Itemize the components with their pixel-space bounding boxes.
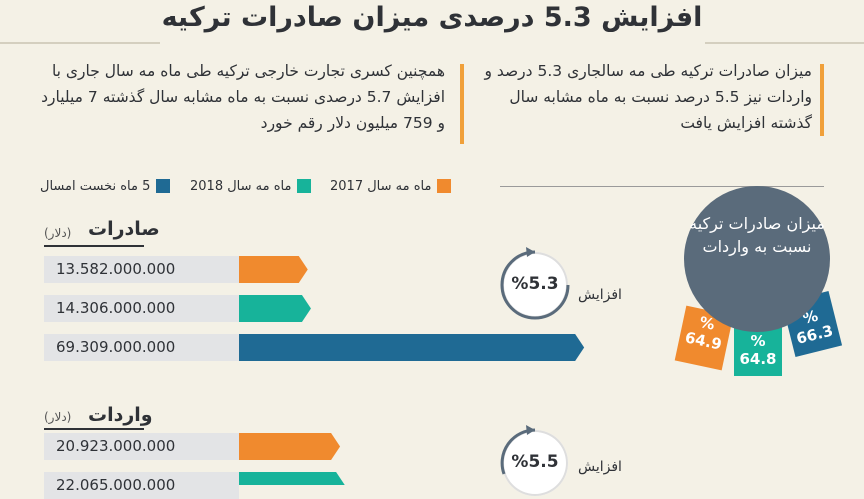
legend-item-2018: ماه مه سال 2018 — [190, 176, 312, 196]
exports-increase-value: %5.3 — [511, 274, 559, 294]
exports-title: صادرات — [88, 218, 160, 240]
legend-swatch — [156, 179, 171, 193]
ratio-value-2018: 64.8 — [739, 350, 777, 368]
legend-label: ماه مه سال 2017 — [330, 178, 432, 194]
ratio-title: میزان صادرات ترکیه نسبت به واردات — [689, 214, 825, 256]
imports-title: واردات — [88, 404, 153, 426]
legend-label: ماه مه سال 2018 — [190, 178, 292, 194]
intro-accent-left — [460, 64, 464, 144]
imports-increase-label: افزایش — [578, 459, 622, 475]
page-title: افزایش 5.3 درصدی میزان صادرات ترکیه — [161, 2, 703, 33]
export-value-5-months: 69.309.000.000 — [44, 334, 239, 361]
exports-arrow-icon — [500, 247, 570, 320]
export-value-2018: 14.306.000.000 — [44, 295, 239, 322]
imports-underline — [44, 428, 144, 430]
imports-arrow-icon — [500, 425, 536, 475]
legend-swatch — [297, 179, 312, 193]
intro-left-text: همچنین کسری تجارت خارجی ترکیه طی ماه مه … — [41, 62, 445, 132]
title-rule-right — [705, 42, 864, 44]
exports-increase-label: افزایش — [578, 287, 622, 303]
bar-export-5-months — [239, 334, 585, 361]
intro-accent-right — [820, 64, 824, 136]
exports-bars-svg — [239, 256, 585, 361]
import-value-2018: 22.065.000.000 — [44, 472, 239, 499]
bar-import-2017 — [239, 433, 341, 460]
bar-export-2018 — [239, 295, 311, 322]
legend-rule — [500, 186, 824, 187]
title-rule-left — [0, 42, 160, 44]
imports-bars-svg — [239, 433, 345, 485]
import-value-2017: 20.923.000.000 — [44, 433, 239, 460]
exports-unit: (دلار) — [44, 226, 72, 240]
exports-increase-ring — [502, 252, 568, 318]
export-value-2017: 13.582.000.000 — [44, 256, 239, 283]
ratio-circle — [684, 186, 830, 332]
legend-item-2017: ماه مه سال 2017 — [330, 176, 452, 196]
legend-item-5-months: 5 ماه نخست امسال — [40, 176, 171, 196]
ratio-percent-sign: % — [750, 332, 766, 350]
bar-export-2017 — [239, 256, 308, 283]
legend-label: 5 ماه نخست امسال — [40, 178, 151, 194]
imports-increase-value: %5.5 — [511, 452, 559, 472]
intro-right-text: میزان صادرات ترکیه طی مه سالجاری 5.3 درص… — [484, 62, 812, 132]
imports-unit: (دلار) — [44, 410, 72, 424]
bar-import-2018 — [239, 472, 345, 485]
exports-underline — [44, 245, 144, 247]
legend-swatch — [437, 179, 452, 193]
